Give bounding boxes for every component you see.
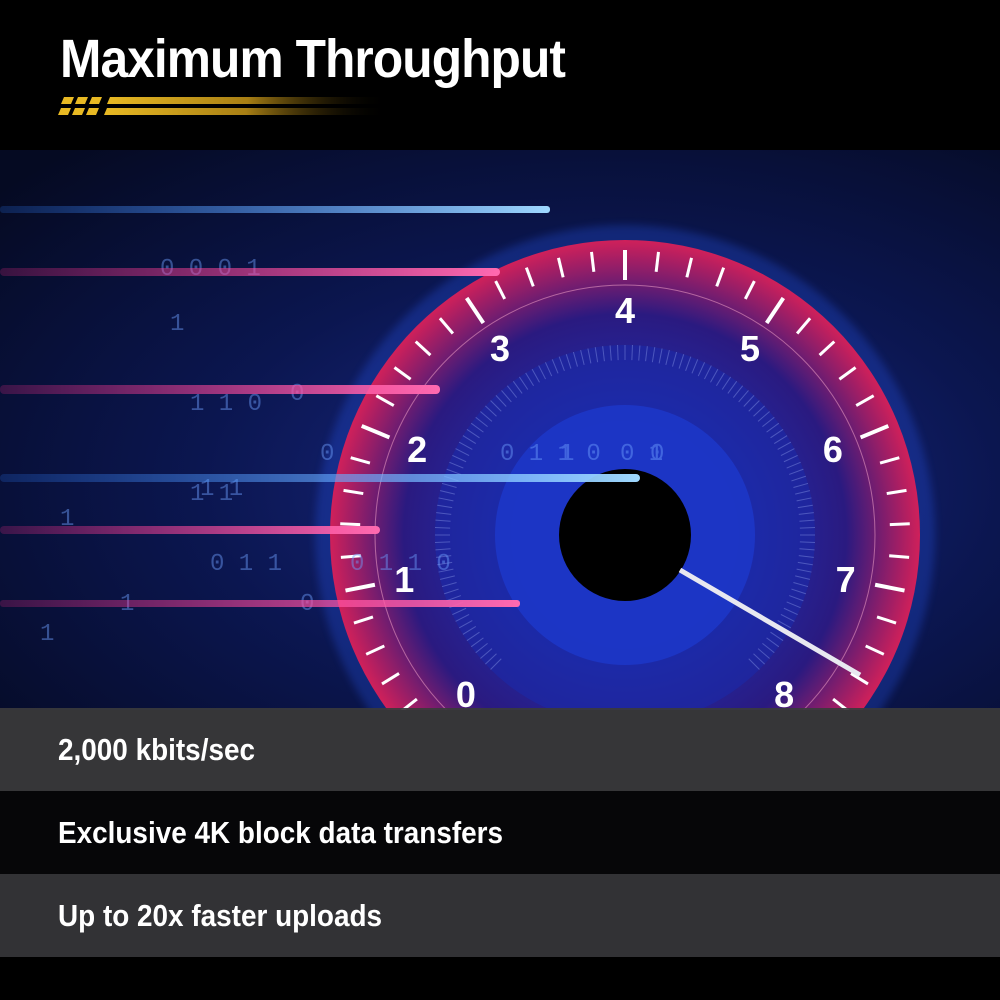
gauge-tick: [654, 251, 660, 273]
feature-row: 2,000 kbits/sec: [0, 708, 1000, 791]
gauge-tick: [524, 267, 535, 287]
footer-bar: [0, 957, 1000, 1000]
binary-digits: 0 1 1 0: [500, 441, 601, 468]
gauge-tick: [889, 522, 910, 527]
gauge-tick: [557, 257, 565, 278]
gauge-tick: [879, 456, 900, 465]
gauge-label: 5: [740, 328, 760, 369]
gauge-label: 3: [490, 328, 510, 369]
binary-digits: 0 1 1: [210, 551, 282, 578]
gauge-tick: [464, 296, 485, 325]
gauge-tick: [353, 615, 374, 625]
gauge-tick: [360, 424, 391, 440]
gauge-tick: [381, 672, 400, 686]
gauge-tick: [795, 317, 812, 335]
gauge-label: 4: [615, 290, 635, 331]
gauge-tick: [393, 366, 412, 381]
gauge-tick: [889, 554, 910, 559]
feature-label: Up to 20x faster uploads: [58, 897, 383, 933]
gauge-tick: [850, 672, 869, 686]
gauge-tick: [855, 394, 875, 407]
binary-digits: 1: [40, 621, 54, 648]
speed-stripes-icon: [58, 97, 388, 115]
gauge-tick: [859, 424, 890, 440]
gauge-tick: [590, 251, 596, 273]
gauge-tick: [345, 582, 376, 593]
gauge-label: 0: [456, 674, 476, 710]
gauge-tick: [715, 267, 726, 287]
binary-digits: 1: [170, 311, 184, 338]
gauge-tick: [876, 615, 897, 625]
gauge-tick: [438, 317, 455, 335]
binary-digits: 1 1: [190, 481, 233, 508]
gauge-label: 1: [394, 559, 414, 600]
gauge-label: 7: [836, 559, 856, 600]
gauge-tick: [818, 340, 836, 357]
gauge-tick: [343, 488, 364, 496]
gauge-tick: [838, 366, 857, 381]
gauge-hub: [559, 469, 691, 601]
binary-digits: 0 1: [620, 441, 663, 468]
gauge-tick: [685, 257, 693, 278]
gauge-tick: [874, 582, 905, 593]
gauge-tick: [365, 644, 385, 656]
gauge-tick: [886, 488, 907, 496]
gauge-tick: [865, 644, 885, 656]
gauge-tick: [350, 456, 371, 465]
feature-label: 2,000 kbits/sec: [58, 731, 256, 767]
gauge-tick: [414, 340, 432, 357]
gauge-needle: [678, 567, 862, 678]
binary-digits: 0 1 1 0: [350, 551, 451, 578]
page-title: Maximum Throughput: [60, 29, 566, 89]
gauge-tick: [743, 280, 756, 300]
feature-row: Exclusive 4K block data transfers: [0, 791, 1000, 874]
feature-label: Exclusive 4K block data transfers: [58, 814, 504, 850]
gauge-label: 8: [774, 674, 794, 710]
gauge-tick: [494, 280, 507, 300]
header: Maximum Throughput: [0, 0, 1000, 150]
light-streaks: [0, 206, 640, 607]
binary-digits: 0: [650, 441, 664, 468]
feature-row: Up to 20x faster uploads: [0, 874, 1000, 957]
gauge-tick: [340, 554, 361, 559]
gauge-label: 6: [823, 429, 843, 470]
binary-digits: 1 1 0: [190, 391, 262, 418]
gauge-label: 2: [407, 429, 427, 470]
gauge-tick: [340, 522, 361, 527]
binary-digits: 1: [560, 441, 574, 468]
gauge-tick: [765, 296, 786, 325]
binary-digits: 0: [320, 441, 334, 468]
gauge-tick: [375, 394, 395, 407]
